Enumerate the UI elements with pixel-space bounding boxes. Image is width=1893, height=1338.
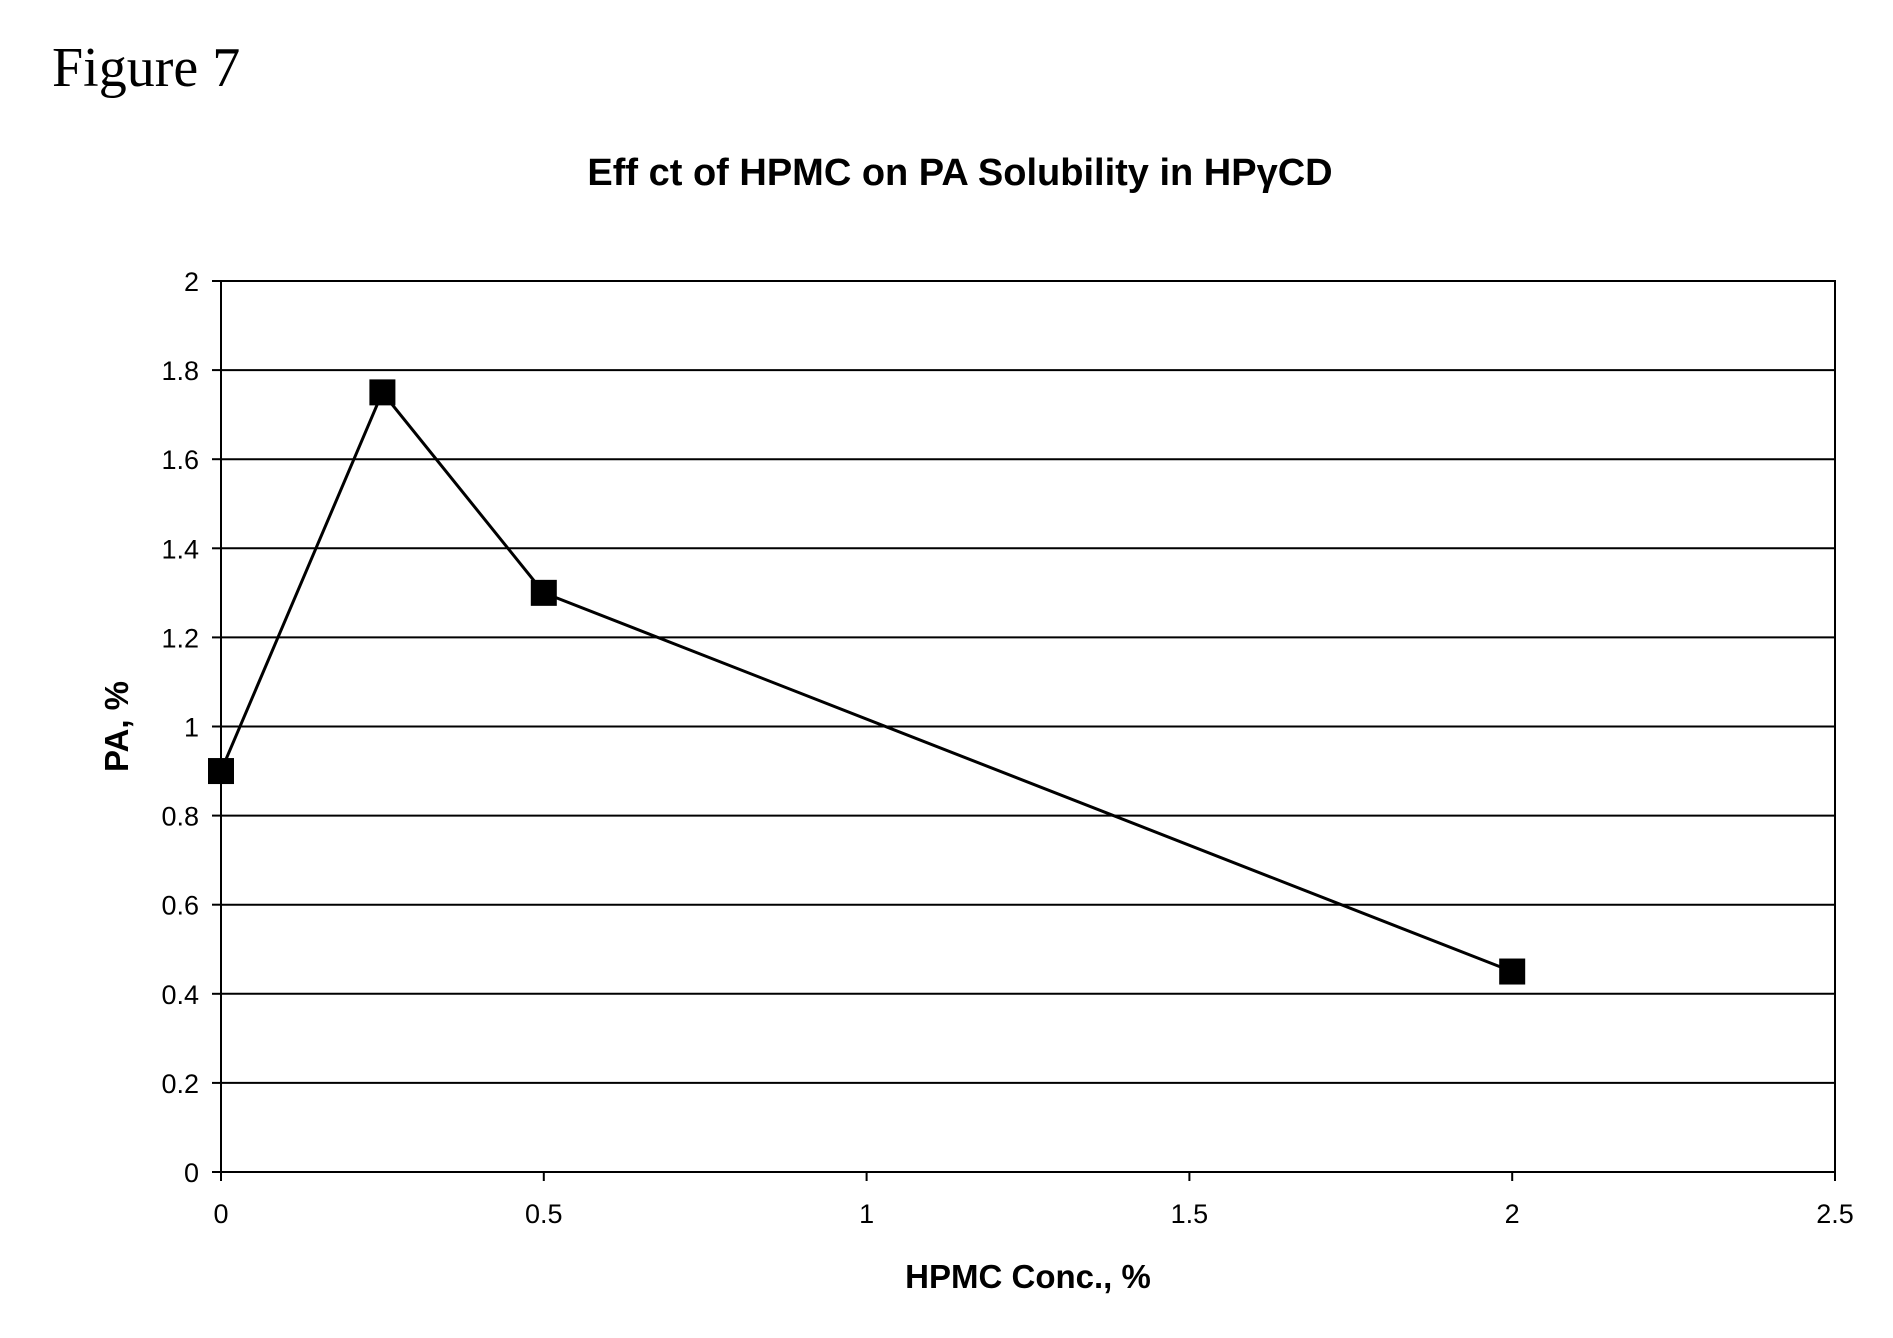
y-axis-title: PA, % [98,681,135,772]
x-tick-label: 2.5 [1816,1199,1854,1229]
y-tick-label: 0.6 [161,891,199,921]
data-point-marker [369,379,395,405]
y-tick-label: 1.6 [161,445,199,475]
data-point-marker [208,758,234,784]
series-line [221,392,1512,971]
y-tick-label: 0.2 [161,1069,199,1099]
x-tick-label: 1.5 [1171,1199,1209,1229]
y-tick-label: 0.4 [161,980,199,1010]
y-tick-label: 1 [184,713,199,743]
y-axis-ticks: 0 0.2 0.4 0.6 0.8 1 1.2 1.4 1.6 1.8 2 [161,267,221,1188]
y-tick-label: 0 [184,1158,199,1188]
y-tick-label: 1.8 [161,356,199,386]
x-tick-label: 0 [213,1199,228,1229]
x-tick-label: 2 [1505,1199,1520,1229]
y-tick-label: 2 [184,267,199,297]
x-tick-label: 0.5 [525,1199,563,1229]
x-axis-title: HPMC Conc., % [905,1258,1151,1295]
y-tick-label: 1.2 [161,623,199,653]
chart-title: Eff ct of HPMC on PA Solubility in HPγCD [587,152,1332,194]
y-tick-label: 1.4 [161,534,199,564]
x-tick-label: 1 [859,1199,874,1229]
series-layer [208,379,1525,984]
y-tick-label: 0.8 [161,802,199,832]
data-point-marker [1499,959,1525,985]
gridlines [221,370,1835,1083]
data-point-marker [531,580,557,606]
x-axis-ticks: 0 0.5 1 1.5 2 2.5 [213,1172,1853,1229]
